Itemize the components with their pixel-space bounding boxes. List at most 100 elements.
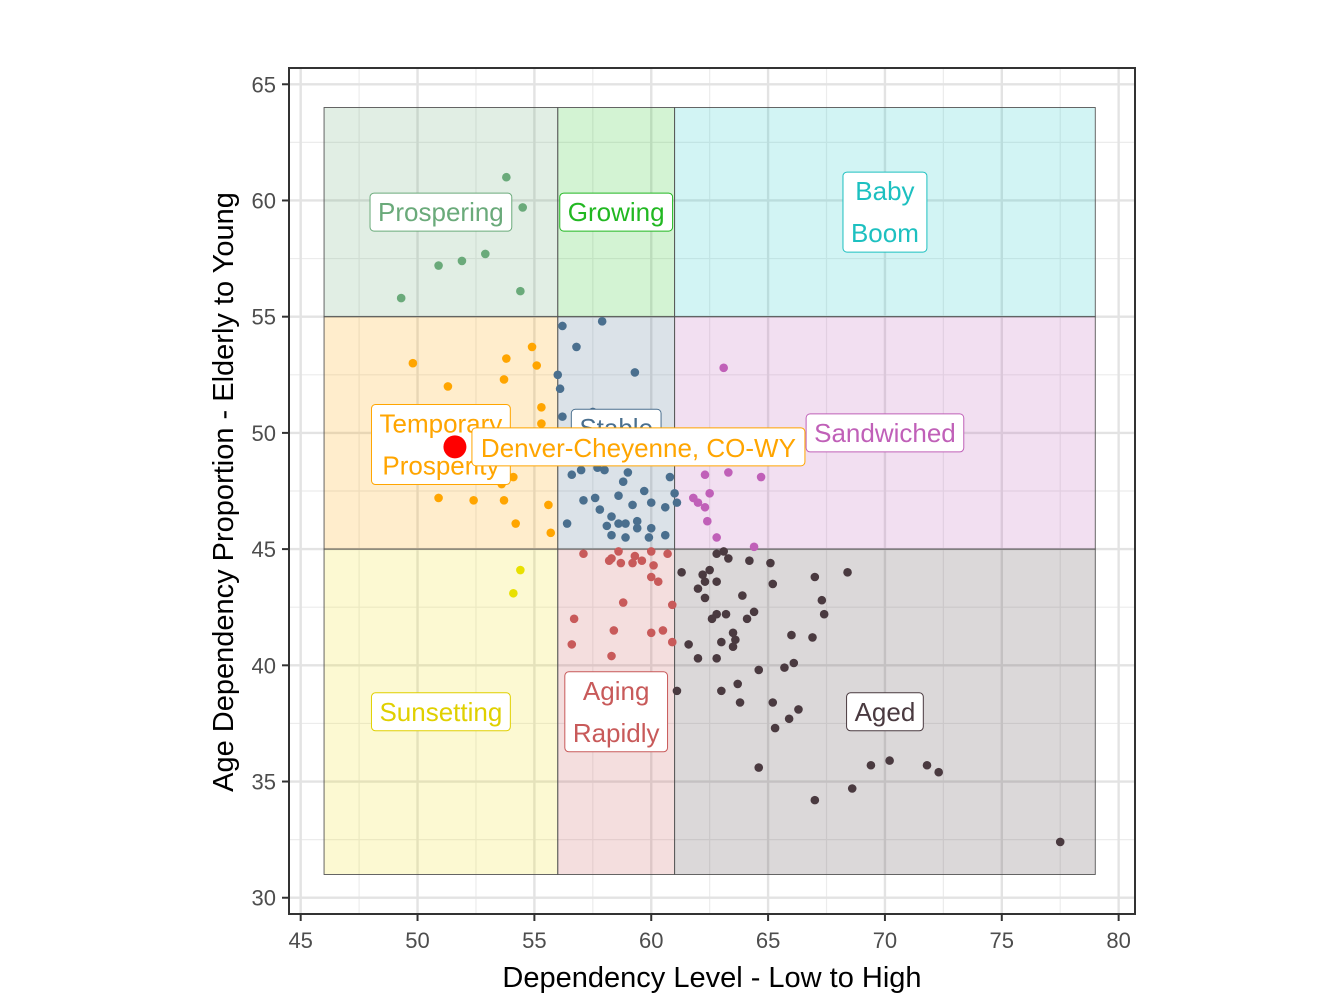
data-point — [707, 614, 717, 624]
data-point — [434, 261, 443, 270]
data-point — [731, 635, 740, 645]
x-tick-label: 50 — [405, 928, 429, 953]
region-label-box — [846, 692, 924, 732]
data-point — [922, 760, 932, 770]
data-point — [628, 558, 637, 568]
data-point — [934, 767, 943, 777]
region-label-baby-boom: Baby Boom — [842, 171, 928, 253]
data-point — [847, 784, 857, 793]
highlight-group: Denver-Cheyenne, CO-WY — [443, 427, 806, 467]
data-point — [516, 286, 525, 296]
x-tick-label: 80 — [1106, 928, 1130, 953]
data-point — [738, 591, 747, 600]
highlight-label: Denver-Cheyenne, CO-WY — [471, 427, 806, 467]
data-point — [502, 354, 511, 363]
data-point — [469, 495, 478, 505]
highlight-label-text: Denver-Cheyenne, CO-WY — [481, 433, 796, 463]
data-point — [628, 500, 637, 510]
data-point — [843, 568, 852, 577]
data-point — [607, 512, 616, 521]
region-label-box — [842, 171, 928, 253]
data-point — [558, 321, 567, 331]
data-point — [614, 547, 623, 556]
data-point — [712, 533, 721, 542]
data-point — [693, 498, 703, 507]
data-point — [632, 523, 642, 533]
data-point — [396, 293, 406, 303]
data-point — [609, 626, 619, 635]
data-point — [693, 654, 703, 663]
data-point — [579, 495, 588, 505]
data-point — [509, 472, 518, 482]
data-point — [616, 558, 626, 568]
region-label-text: Rapidly — [573, 718, 660, 748]
data-point — [768, 579, 778, 589]
data-point — [516, 565, 525, 575]
data-point — [518, 203, 528, 212]
data-point — [644, 533, 654, 542]
data-point — [639, 486, 649, 496]
y-tick-label: 50 — [252, 421, 276, 446]
data-point — [754, 763, 764, 772]
data-point — [572, 342, 581, 352]
region-label-text: Baby — [855, 176, 914, 206]
y-tick-label: 60 — [252, 188, 276, 213]
y-tick-label: 40 — [252, 653, 276, 678]
data-point — [553, 370, 563, 380]
data-point — [724, 554, 733, 563]
data-point — [502, 172, 511, 182]
data-point — [481, 249, 490, 259]
data-point — [808, 633, 817, 642]
data-point — [646, 628, 656, 638]
data-point — [885, 756, 894, 765]
data-point — [745, 556, 754, 566]
data-point — [457, 256, 467, 266]
data-point — [665, 472, 675, 482]
y-tick-label: 30 — [252, 886, 276, 911]
data-point — [712, 577, 721, 586]
y-axis-title: Age Dependency Proportion - Elderly to Y… — [208, 192, 240, 792]
data-point — [408, 358, 418, 368]
data-point — [817, 595, 827, 605]
region-label-aged: Aged — [846, 692, 924, 732]
data-point — [717, 686, 726, 696]
y-tick-label: 35 — [252, 770, 276, 795]
region-label-box — [564, 671, 669, 753]
data-point — [649, 561, 658, 570]
data-point — [789, 658, 799, 668]
data-point — [567, 640, 577, 649]
data-point — [621, 533, 630, 542]
data-point — [735, 698, 745, 707]
data-point — [602, 521, 612, 531]
data-point — [770, 723, 780, 733]
panel-border — [288, 67, 1136, 915]
data-point — [576, 465, 586, 475]
region-label-box — [369, 192, 513, 232]
data-point — [546, 528, 556, 538]
data-point — [646, 547, 656, 556]
data-point — [663, 549, 672, 559]
data-point — [712, 549, 721, 559]
data-point — [677, 568, 686, 577]
data-point — [630, 551, 640, 561]
data-point — [712, 654, 721, 663]
data-point — [537, 403, 546, 412]
data-point — [509, 588, 518, 598]
data-point — [646, 523, 656, 533]
data-point — [672, 686, 682, 696]
data-point — [700, 470, 710, 480]
data-point — [630, 368, 640, 377]
data-point — [558, 412, 567, 421]
region-label-aging-rapidly: Aging Rapidly — [564, 671, 669, 753]
data-point — [719, 547, 728, 556]
y-tick-label: 45 — [252, 537, 276, 562]
data-point — [434, 493, 443, 503]
data-point — [569, 614, 579, 624]
data-point — [646, 572, 656, 582]
data-point — [717, 637, 726, 647]
data-point — [819, 609, 829, 619]
data-point — [637, 556, 647, 566]
data-point — [866, 760, 876, 770]
